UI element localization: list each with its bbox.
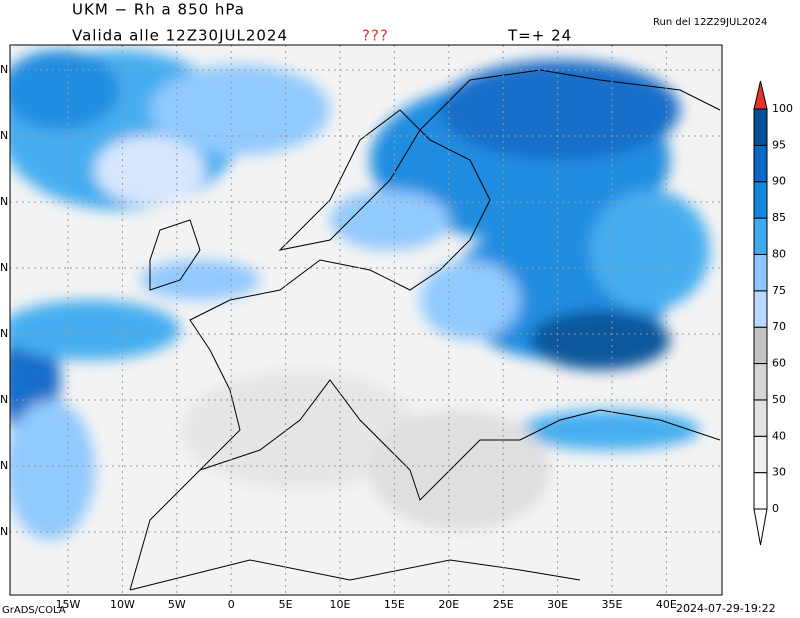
timestamp: 2024-07-29-19:22: [676, 602, 776, 615]
colorbar-label: 80: [772, 247, 786, 260]
lon-label: 20E: [438, 598, 459, 611]
colorbar-label: 50: [772, 393, 786, 406]
colorbar-label: 60: [772, 357, 786, 370]
flag: ???: [362, 27, 389, 45]
map-field: [10, 45, 722, 595]
lon-label: 10W: [110, 598, 135, 611]
lon-label: 15W: [56, 598, 81, 611]
colorbar-label: 0: [772, 502, 779, 515]
colorbar-box: [753, 108, 768, 146]
map-frame: [9, 44, 723, 596]
colorbar-box: [753, 326, 768, 365]
lon-labels: 15W 10W 5W 0 5E 10E 15E 20E 25E 30E 35E 40E: [56, 598, 677, 611]
lat-label: N: [0, 261, 8, 274]
colorbar-label: 90: [772, 175, 786, 188]
colorbar-label: 30: [772, 466, 786, 479]
colorbar-label: 40: [772, 429, 786, 442]
colorbar-under: [753, 508, 768, 546]
lon-label: 5E: [279, 598, 293, 611]
lat-labels: N N N N N N N N: [0, 63, 8, 538]
colorbar-box: [753, 363, 768, 401]
colorbar-label: 75: [772, 284, 786, 297]
lat-label: N: [0, 129, 8, 142]
lat-label: N: [0, 393, 8, 406]
colorbar-box: [753, 217, 768, 255]
colorbar-label: 85: [772, 211, 786, 224]
colorbar-label: 100: [772, 102, 793, 115]
lon-label: 30E: [547, 598, 568, 611]
valid-time: Valida alle 12Z30JUL2024: [72, 27, 288, 45]
lon-label: 40E: [656, 598, 677, 611]
run-time: Run del 12Z29JUL2024: [653, 17, 767, 28]
lon-label: 10E: [330, 598, 351, 611]
lat-label: N: [0, 195, 8, 208]
credit: GrADS/COLA: [2, 605, 66, 616]
forecast-step: T=+ 24: [507, 27, 572, 45]
colorbar-label: 70: [772, 320, 786, 333]
colorbar-over: [753, 80, 768, 110]
colorbar-box: [753, 435, 768, 474]
colorbar-box: [753, 290, 768, 328]
lon-label: 0: [228, 598, 235, 611]
lat-label: N: [0, 525, 8, 538]
colorbar-box: [753, 181, 768, 219]
lon-label: 35E: [602, 598, 623, 611]
colorbar-box: [753, 144, 768, 183]
map-title: UKM − Rh a 850 hPa: [72, 1, 245, 19]
colorbar: 0 30 40 50 60 70 75 80 85 90 95 100: [753, 80, 793, 546]
colorbar-label: 95: [772, 138, 786, 151]
colorbar-box: [753, 472, 768, 510]
colorbar-box: [753, 399, 768, 437]
lat-label: N: [0, 327, 8, 340]
lon-label: 5W: [168, 598, 186, 611]
colorbar-box: [753, 253, 768, 292]
lat-label: N: [0, 459, 8, 472]
lon-label: 15E: [384, 598, 405, 611]
lat-label: N: [0, 63, 8, 76]
lon-label: 25E: [493, 598, 514, 611]
